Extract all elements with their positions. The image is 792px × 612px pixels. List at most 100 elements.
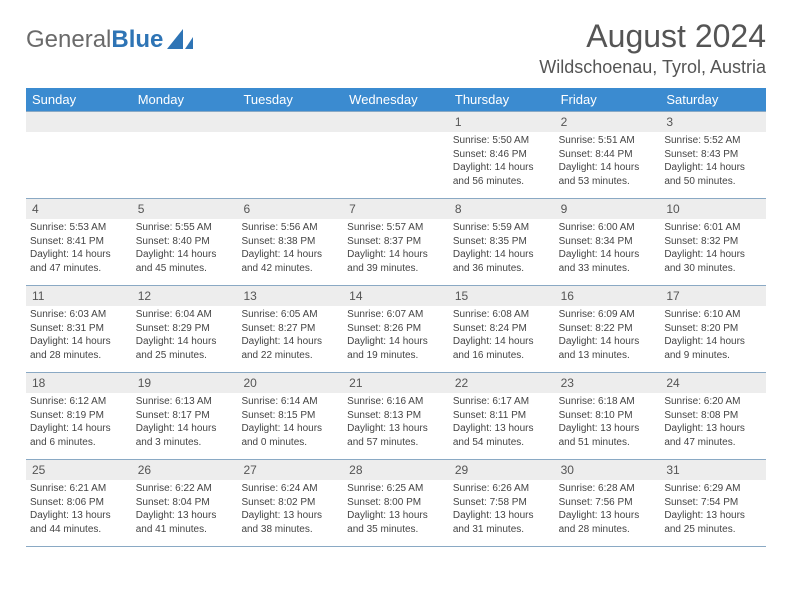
day-line: Daylight: 14 hours xyxy=(559,335,657,349)
day-line: Sunset: 8:15 PM xyxy=(241,409,339,423)
day-line: Sunset: 8:27 PM xyxy=(241,322,339,336)
weekday-header-cell: Thursday xyxy=(449,88,555,111)
month-title: August 2024 xyxy=(539,18,766,55)
day-line: Daylight: 14 hours xyxy=(559,161,657,175)
day-line: Daylight: 14 hours xyxy=(241,422,339,436)
day-number: 24 xyxy=(660,373,766,393)
day-line: Daylight: 13 hours xyxy=(30,509,128,523)
day-number: 8 xyxy=(449,199,555,219)
day-cell: 11Sunrise: 6:03 AMSunset: 8:31 PMDayligh… xyxy=(26,286,132,372)
day-body: Sunrise: 6:16 AMSunset: 8:13 PMDaylight:… xyxy=(343,393,449,453)
day-line: Sunrise: 6:01 AM xyxy=(664,221,762,235)
day-line: Sunrise: 6:12 AM xyxy=(30,395,128,409)
day-line: Sunset: 8:35 PM xyxy=(453,235,551,249)
day-number: 17 xyxy=(660,286,766,306)
day-number: 19 xyxy=(132,373,238,393)
day-body: Sunrise: 6:17 AMSunset: 8:11 PMDaylight:… xyxy=(449,393,555,453)
day-line: Sunset: 7:54 PM xyxy=(664,496,762,510)
day-cell xyxy=(132,112,238,198)
day-line: and 22 minutes. xyxy=(241,349,339,363)
day-line: Sunrise: 5:55 AM xyxy=(136,221,234,235)
day-cell: 19Sunrise: 6:13 AMSunset: 8:17 PMDayligh… xyxy=(132,373,238,459)
day-body: Sunrise: 6:21 AMSunset: 8:06 PMDaylight:… xyxy=(26,480,132,540)
day-line: Sunrise: 6:10 AM xyxy=(664,308,762,322)
day-line: and 33 minutes. xyxy=(559,262,657,276)
day-number: 25 xyxy=(26,460,132,480)
title-block: August 2024 Wildschoenau, Tyrol, Austria xyxy=(539,18,766,78)
day-line: and 31 minutes. xyxy=(453,523,551,537)
day-body: Sunrise: 5:55 AMSunset: 8:40 PMDaylight:… xyxy=(132,219,238,279)
day-line: Sunset: 8:11 PM xyxy=(453,409,551,423)
day-line: Sunrise: 6:28 AM xyxy=(559,482,657,496)
day-line: and 13 minutes. xyxy=(559,349,657,363)
day-cell: 16Sunrise: 6:09 AMSunset: 8:22 PMDayligh… xyxy=(555,286,661,372)
day-line: Sunset: 8:24 PM xyxy=(453,322,551,336)
day-line: Daylight: 13 hours xyxy=(664,422,762,436)
day-body: Sunrise: 5:59 AMSunset: 8:35 PMDaylight:… xyxy=(449,219,555,279)
day-line: and 3 minutes. xyxy=(136,436,234,450)
day-cell: 5Sunrise: 5:55 AMSunset: 8:40 PMDaylight… xyxy=(132,199,238,285)
day-line: Daylight: 14 hours xyxy=(347,335,445,349)
day-number: 12 xyxy=(132,286,238,306)
day-line: Daylight: 14 hours xyxy=(453,335,551,349)
day-cell: 1Sunrise: 5:50 AMSunset: 8:46 PMDaylight… xyxy=(449,112,555,198)
day-body: Sunrise: 5:53 AMSunset: 8:41 PMDaylight:… xyxy=(26,219,132,279)
day-cell: 14Sunrise: 6:07 AMSunset: 8:26 PMDayligh… xyxy=(343,286,449,372)
day-cell: 23Sunrise: 6:18 AMSunset: 8:10 PMDayligh… xyxy=(555,373,661,459)
day-line: Daylight: 14 hours xyxy=(136,248,234,262)
day-line: and 38 minutes. xyxy=(241,523,339,537)
day-line: Sunset: 8:34 PM xyxy=(559,235,657,249)
day-body: Sunrise: 6:10 AMSunset: 8:20 PMDaylight:… xyxy=(660,306,766,366)
day-cell: 21Sunrise: 6:16 AMSunset: 8:13 PMDayligh… xyxy=(343,373,449,459)
day-line: Sunrise: 6:07 AM xyxy=(347,308,445,322)
day-number: 7 xyxy=(343,199,449,219)
day-line: Daylight: 14 hours xyxy=(559,248,657,262)
day-number: 23 xyxy=(555,373,661,393)
day-line: Sunset: 8:41 PM xyxy=(30,235,128,249)
day-cell: 22Sunrise: 6:17 AMSunset: 8:11 PMDayligh… xyxy=(449,373,555,459)
day-line: and 28 minutes. xyxy=(559,523,657,537)
day-line: Sunset: 8:17 PM xyxy=(136,409,234,423)
day-line: Sunset: 8:46 PM xyxy=(453,148,551,162)
weekday-header-cell: Saturday xyxy=(660,88,766,111)
day-line: and 53 minutes. xyxy=(559,175,657,189)
day-body: Sunrise: 6:26 AMSunset: 7:58 PMDaylight:… xyxy=(449,480,555,540)
top-bar: GeneralBlue August 2024 Wildschoenau, Ty… xyxy=(26,18,766,78)
day-cell: 17Sunrise: 6:10 AMSunset: 8:20 PMDayligh… xyxy=(660,286,766,372)
location-label: Wildschoenau, Tyrol, Austria xyxy=(539,57,766,78)
day-line: Daylight: 14 hours xyxy=(347,248,445,262)
day-line: Sunrise: 5:52 AM xyxy=(664,134,762,148)
day-body: Sunrise: 6:20 AMSunset: 8:08 PMDaylight:… xyxy=(660,393,766,453)
brand-blue: Blue xyxy=(111,26,163,53)
weekday-header-cell: Sunday xyxy=(26,88,132,111)
day-line: Daylight: 14 hours xyxy=(664,335,762,349)
day-line: Daylight: 14 hours xyxy=(453,161,551,175)
day-line: Sunset: 8:06 PM xyxy=(30,496,128,510)
weekday-header-cell: Tuesday xyxy=(237,88,343,111)
day-cell: 3Sunrise: 5:52 AMSunset: 8:43 PMDaylight… xyxy=(660,112,766,198)
week-row: 25Sunrise: 6:21 AMSunset: 8:06 PMDayligh… xyxy=(26,460,766,547)
day-number: 16 xyxy=(555,286,661,306)
day-body: Sunrise: 5:50 AMSunset: 8:46 PMDaylight:… xyxy=(449,132,555,192)
day-cell: 30Sunrise: 6:28 AMSunset: 7:56 PMDayligh… xyxy=(555,460,661,546)
weekday-header-cell: Monday xyxy=(132,88,238,111)
day-line: Sunset: 8:13 PM xyxy=(347,409,445,423)
day-body: Sunrise: 5:51 AMSunset: 8:44 PMDaylight:… xyxy=(555,132,661,192)
day-line: and 44 minutes. xyxy=(30,523,128,537)
day-cell: 24Sunrise: 6:20 AMSunset: 8:08 PMDayligh… xyxy=(660,373,766,459)
day-number: 27 xyxy=(237,460,343,480)
week-row: 1Sunrise: 5:50 AMSunset: 8:46 PMDaylight… xyxy=(26,112,766,199)
day-line: and 28 minutes. xyxy=(30,349,128,363)
day-cell: 31Sunrise: 6:29 AMSunset: 7:54 PMDayligh… xyxy=(660,460,766,546)
day-line: Sunset: 8:29 PM xyxy=(136,322,234,336)
day-cell: 18Sunrise: 6:12 AMSunset: 8:19 PMDayligh… xyxy=(26,373,132,459)
day-line: and 9 minutes. xyxy=(664,349,762,363)
day-line: Sunrise: 6:08 AM xyxy=(453,308,551,322)
weekday-header: SundayMondayTuesdayWednesdayThursdayFrid… xyxy=(26,88,766,111)
day-cell: 9Sunrise: 6:00 AMSunset: 8:34 PMDaylight… xyxy=(555,199,661,285)
day-body: Sunrise: 6:00 AMSunset: 8:34 PMDaylight:… xyxy=(555,219,661,279)
day-line: Sunrise: 5:57 AM xyxy=(347,221,445,235)
day-body: Sunrise: 6:14 AMSunset: 8:15 PMDaylight:… xyxy=(237,393,343,453)
day-line: Sunset: 8:40 PM xyxy=(136,235,234,249)
day-line: Sunrise: 6:17 AM xyxy=(453,395,551,409)
